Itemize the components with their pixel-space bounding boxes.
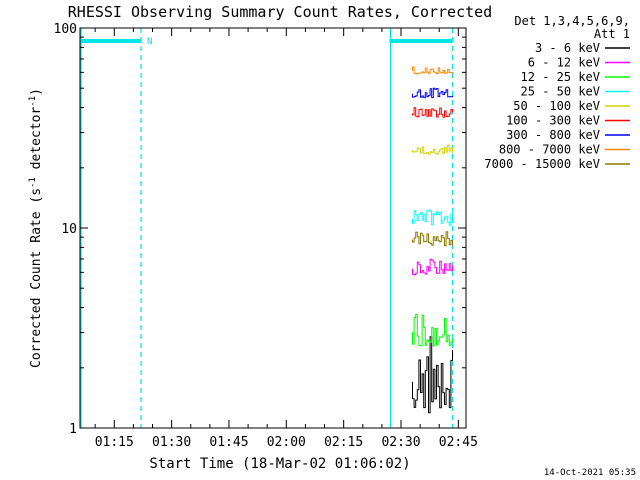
legend-entry-label: 12 - 25 keV	[521, 70, 600, 84]
y-axis-label-mid: detector	[29, 107, 44, 178]
legend-entry-label: 300 - 800 keV	[506, 128, 600, 142]
plot-area: N	[80, 28, 454, 428]
y-tick-label: 100	[54, 22, 77, 37]
legend-entry-label: 6 - 12 keV	[528, 56, 600, 70]
legend-entry-label: 25 - 50 keV	[521, 85, 600, 99]
y-tick-label: 1	[69, 422, 77, 437]
legend-entry-label: 7000 - 15000 keV	[484, 157, 600, 171]
series-line	[412, 231, 453, 247]
footer-timestamp: 14-Oct-2021 05:35	[544, 468, 636, 478]
series-line	[412, 258, 453, 276]
legend-entry-label: 800 - 7000 keV	[499, 143, 600, 157]
series-line	[412, 107, 453, 118]
x-tick-label: 01:30	[152, 435, 191, 450]
x-tick-label: 02:00	[267, 435, 306, 450]
series-line	[412, 87, 453, 99]
series-line	[412, 209, 453, 226]
series-layer	[412, 66, 453, 414]
y-axis-label-main: Corrected Count Rate (s	[29, 188, 44, 368]
series-line	[412, 66, 453, 75]
legend-header-line-2: Att 1	[594, 27, 630, 41]
y-axis-label-sup2: -1	[28, 96, 38, 107]
series-line	[412, 336, 453, 414]
x-tick-label: 02:30	[381, 435, 420, 450]
series-line	[412, 144, 453, 155]
x-tick-label: 02:15	[324, 435, 363, 450]
x-tick-label: 02:45	[439, 435, 478, 450]
x-tick-label: 01:45	[209, 435, 248, 450]
y-axis-label: Corrected Count Rate (s-1 detector-1)	[28, 88, 44, 368]
y-tick-label: 10	[61, 222, 77, 237]
x-axis-label: Start Time (18-Mar-02 01:06:02)	[149, 456, 410, 472]
observing-interval-label: N	[147, 37, 152, 47]
legend-header-line-1: Det 1,3,4,5,6,9,	[514, 14, 630, 28]
y-axis-label-end: )	[29, 88, 44, 96]
y-axis-label-sup1: -1	[28, 177, 38, 188]
legend-entry-label: 3 - 6 keV	[535, 41, 600, 55]
x-axis: 01:15 01:30 01:45 02:00 02:15 02:30 02:45	[94, 28, 478, 450]
series-line	[412, 313, 453, 347]
legend-entry-label: 100 - 300 keV	[506, 114, 600, 128]
chart-title: RHESSI Observing Summary Count Rates, Co…	[68, 3, 492, 21]
x-tick-label: 01:15	[95, 435, 134, 450]
y-axis: 1 10 100	[54, 22, 466, 437]
legend-entry-label: 50 - 100 keV	[513, 99, 600, 113]
plot-frame	[79, 27, 467, 429]
